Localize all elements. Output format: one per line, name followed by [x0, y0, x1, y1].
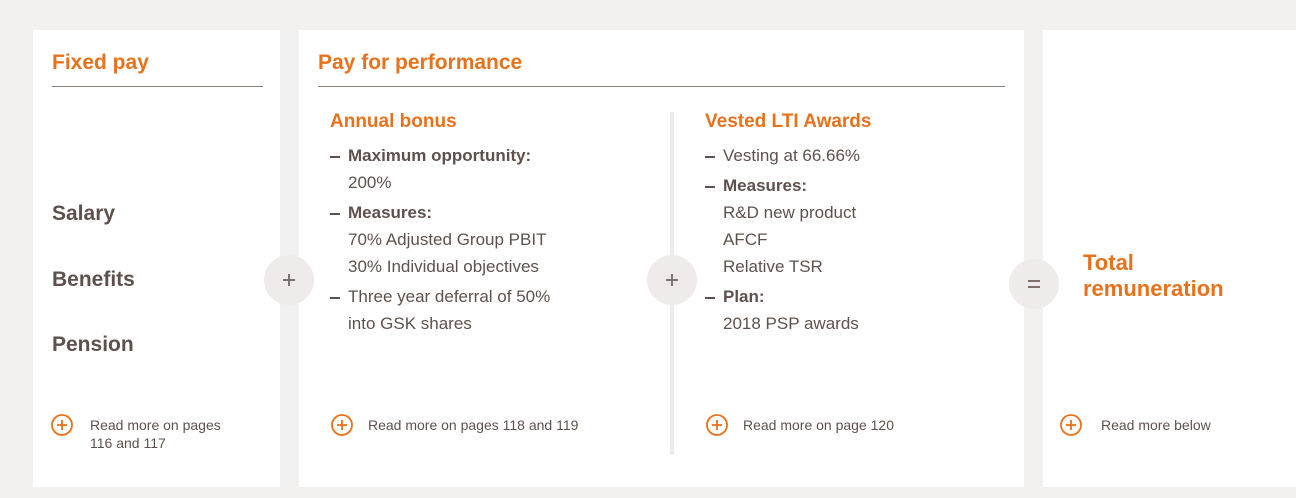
more-icon[interactable]	[1059, 413, 1083, 437]
bullet-text: 200%	[348, 173, 392, 192]
bullet-dash	[705, 297, 715, 299]
item: Salary	[52, 202, 116, 225]
bullet-label: Plan:	[723, 287, 765, 306]
link[interactable]: Read more below	[1101, 417, 1211, 433]
link[interactable]: Read more on page 120	[743, 417, 894, 433]
section-title: Pay for performance	[318, 51, 523, 74]
bullet-text: Three year deferral of 50%	[348, 287, 551, 306]
total-line: Total	[1083, 250, 1134, 275]
more-icon[interactable]	[705, 413, 729, 437]
item: Benefits	[52, 268, 135, 291]
column-title: Annual bonus	[330, 111, 457, 132]
bullet-text: Relative TSR	[723, 257, 823, 276]
bullet-text: AFCF	[723, 230, 768, 249]
more-icon[interactable]	[330, 413, 354, 437]
plus-sign	[264, 255, 314, 305]
section-title: Fixed pay	[52, 51, 149, 74]
bullet-dash	[705, 186, 715, 188]
bullet-dash	[330, 297, 340, 299]
bullet-dash	[705, 156, 715, 158]
link-text: 116 and 117	[90, 435, 166, 451]
fixed-pay-panel	[33, 30, 280, 487]
bullet-text: R&D new product	[723, 203, 857, 222]
equals-sign	[1009, 259, 1059, 309]
bullet-label: Measures:	[723, 176, 808, 195]
bullet-text: 70% Adjusted Group PBIT	[348, 230, 547, 249]
total-title: Total remuneration	[1083, 250, 1224, 302]
bullet-text: into GSK shares	[348, 314, 472, 333]
bullet-label: Measures:	[348, 203, 433, 222]
bullet-text: 2018 PSP awards	[723, 314, 859, 333]
total-line: remuneration	[1083, 276, 1224, 301]
more-icon[interactable]	[50, 413, 74, 437]
item: Pension	[52, 333, 134, 356]
rule	[318, 86, 1005, 87]
bullet-text: 30% Individual objectives	[348, 257, 539, 276]
plus-sign	[647, 255, 697, 305]
total-panel	[1043, 30, 1296, 487]
bullet-label: Maximum opportunity:	[348, 146, 532, 165]
link-text: Read more on pages	[90, 417, 221, 433]
bullet-text: Vesting at 66.66%	[723, 146, 861, 165]
link[interactable]: Read more on pages 116 and 117	[90, 416, 221, 452]
rule	[52, 86, 263, 87]
link[interactable]: Read more on pages 118 and 119	[368, 417, 579, 433]
bullet-dash	[330, 213, 340, 215]
bullet-dash	[330, 156, 340, 158]
column-title: Vested LTI Awards	[705, 111, 872, 132]
